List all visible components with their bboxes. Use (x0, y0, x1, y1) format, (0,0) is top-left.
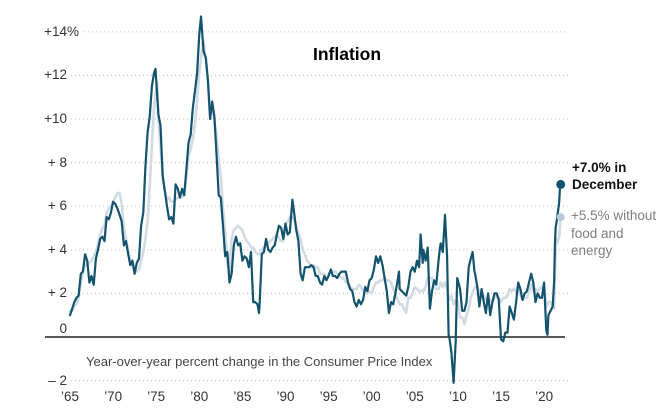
y-axis-labels: +14% +12 +10 + 8 + 6 + 4 + 2 0 – 2 (0, 0, 80, 416)
chart-title: Inflation (312, 44, 382, 64)
y-axis-label: – 2 (0, 373, 67, 389)
y-axis-label: + 4 (0, 242, 67, 258)
y-axis-label-suffix: % (67, 23, 80, 39)
core-cpi-annotation: +5.5% without food and energy (571, 208, 657, 258)
y-axis-label-value: + 4 (47, 241, 67, 257)
x-axis-label: ’15 (491, 389, 510, 404)
headline-cpi-end-dot (556, 179, 566, 189)
x-axis-label: ’70 (104, 389, 123, 404)
y-axis-label: +12 (0, 67, 67, 83)
y-axis-label-value: – 2 (48, 372, 67, 388)
core-cpi-end-dot (556, 213, 565, 222)
x-axis-label: ’00 (362, 389, 381, 404)
y-axis-label-value: 0 (59, 321, 67, 336)
y-axis-label-value: + 8 (47, 154, 67, 170)
y-axis-label: +10 (0, 111, 67, 127)
x-axis-label: ’90 (276, 389, 295, 404)
headline-cpi-annotation: +7.0% in December (572, 160, 638, 192)
x-axis-label: ’65 (60, 389, 79, 404)
x-axis-label: ’75 (147, 389, 166, 404)
y-axis-label-value: +14 (44, 23, 67, 39)
y-axis-label: +14% (0, 23, 79, 40)
chart-caption: Year-over-year percent change in the Con… (86, 354, 433, 369)
y-axis-label-value: + 2 (47, 285, 67, 301)
x-axis-label: ’95 (319, 389, 338, 404)
y-axis-label: 0 (0, 321, 67, 337)
headline-cpi-line (68, 15, 562, 384)
y-axis-label: + 2 (0, 285, 67, 301)
y-axis-label: + 8 (0, 155, 67, 171)
y-axis-label-value: + 6 (47, 198, 67, 214)
y-axis-label-value: +12 (44, 67, 67, 83)
x-axis-labels: ’65 ’70 ’75 ’80 ’85 ’90 ’95 ’00 ’05 ’10 ’15 ’20 (0, 389, 669, 407)
x-axis-label: ’80 (190, 389, 209, 404)
x-axis-label: ’20 (535, 389, 554, 404)
x-axis-label: ’85 (233, 389, 252, 404)
y-axis-label: + 6 (0, 198, 67, 214)
x-axis-label: ’05 (405, 389, 424, 404)
y-axis-label-value: +10 (44, 111, 67, 126)
x-axis-label: ’10 (448, 389, 467, 404)
